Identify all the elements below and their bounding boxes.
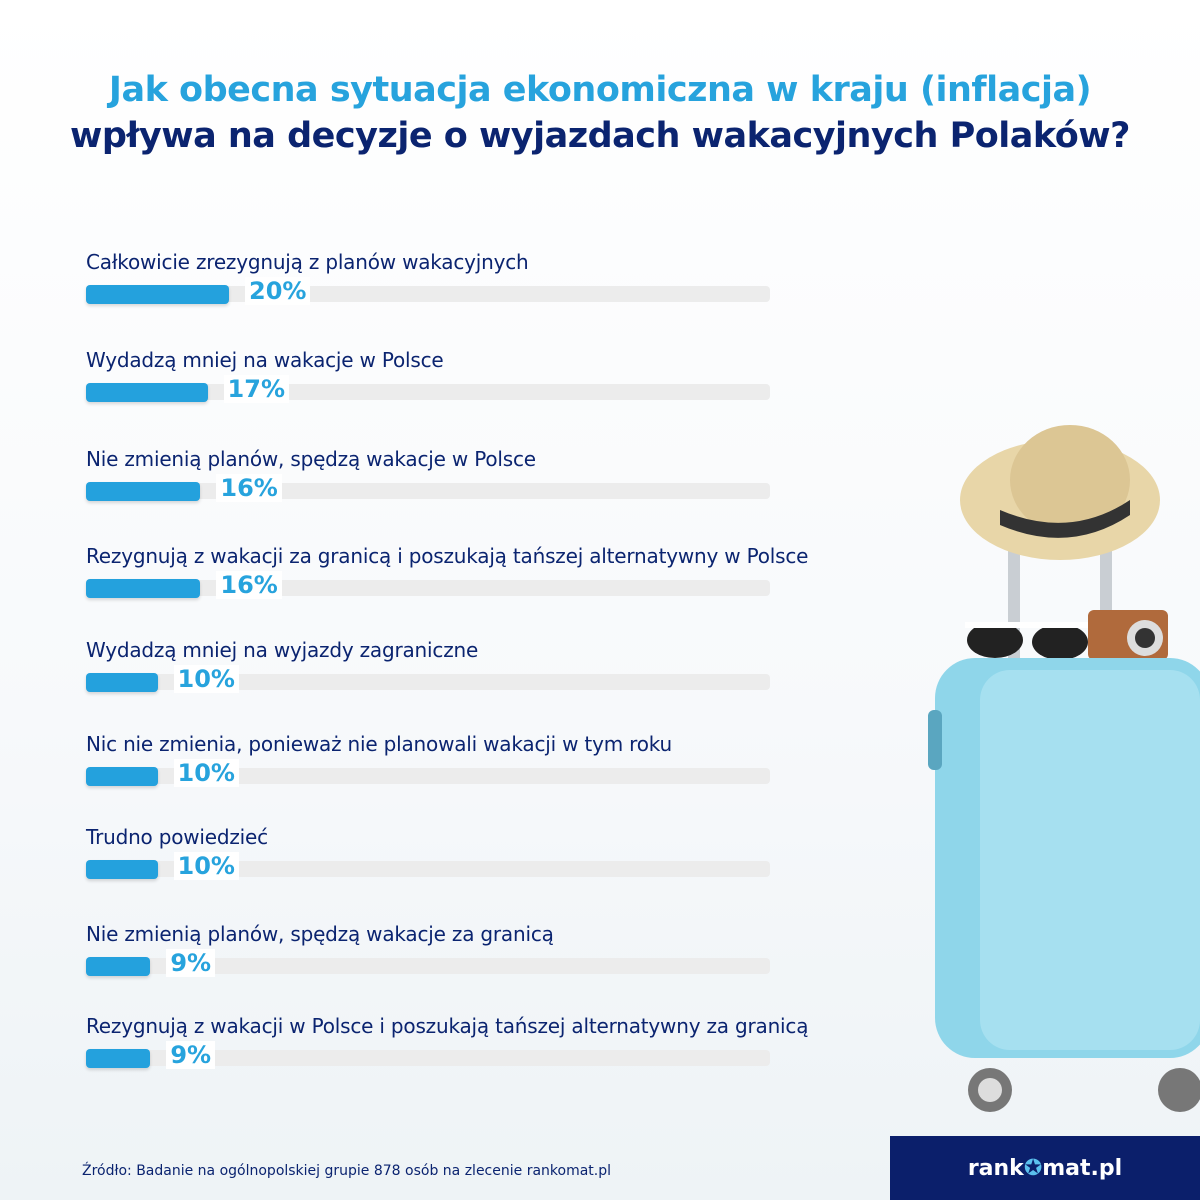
value-label: 9%	[166, 949, 216, 977]
category-label: Całkowicie zrezygnują z planów wakacyjny…	[86, 250, 529, 274]
value-label: 10%	[173, 759, 239, 787]
value-label: 16%	[216, 474, 282, 502]
title-line-1: Jak obecna sytuacja ekonomiczna w kraju …	[108, 70, 1092, 110]
suitcase-illustration	[928, 425, 1200, 1112]
category-label: Nic nie zmienia, ponieważ nie planowali …	[86, 732, 673, 756]
category-label: Wydadzą mniej na wakacje w Polsce	[86, 348, 444, 372]
category-label: Nie zmienią planów, spędzą wakacje za gr…	[86, 922, 554, 946]
bar-track	[86, 768, 770, 784]
bar-track	[86, 861, 770, 877]
bar	[86, 673, 158, 692]
category-label: Rezygnują z wakacji za granicą i poszuka…	[86, 544, 809, 568]
source-note: Źródło: Badanie na ogólnopolskiej grupie…	[82, 1163, 612, 1179]
value-label: 16%	[216, 571, 282, 599]
bar-track	[86, 1050, 770, 1066]
category-label: Nie zmienią planów, spędzą wakacje w Pol…	[86, 447, 536, 471]
bar	[86, 579, 201, 598]
value-label: 10%	[173, 665, 239, 693]
sunglasses-icon	[965, 622, 1095, 660]
suitcase-icon	[928, 658, 1200, 1058]
bar	[86, 482, 201, 501]
bar	[86, 860, 158, 879]
bar-track	[86, 674, 770, 690]
bar	[86, 285, 229, 304]
bar-track	[86, 958, 770, 974]
bar	[86, 1049, 151, 1068]
title-line-2: wpływa na decyzje o wyjazdach wakacyjnyc…	[70, 116, 1130, 156]
category-label: Rezygnują z wakacji w Polsce i poszukają…	[86, 1014, 809, 1038]
bar	[86, 767, 158, 786]
category-label: Wydadzą mniej na wyjazdy zagraniczne	[86, 638, 479, 662]
category-label: Trudno powiedzieć	[86, 825, 268, 849]
wheels-icon	[968, 1068, 1200, 1112]
hat-icon	[960, 425, 1160, 560]
value-label: 10%	[173, 852, 239, 880]
value-label: 17%	[223, 375, 289, 403]
camera-icon	[1088, 610, 1168, 660]
bar	[86, 383, 208, 402]
value-label: 9%	[166, 1041, 216, 1069]
star-icon: ✪	[1023, 1155, 1043, 1181]
rankomat-logo[interactable]: rank ✪ mat.pl	[890, 1136, 1200, 1200]
bar	[86, 957, 151, 976]
value-label: 20%	[245, 277, 311, 305]
